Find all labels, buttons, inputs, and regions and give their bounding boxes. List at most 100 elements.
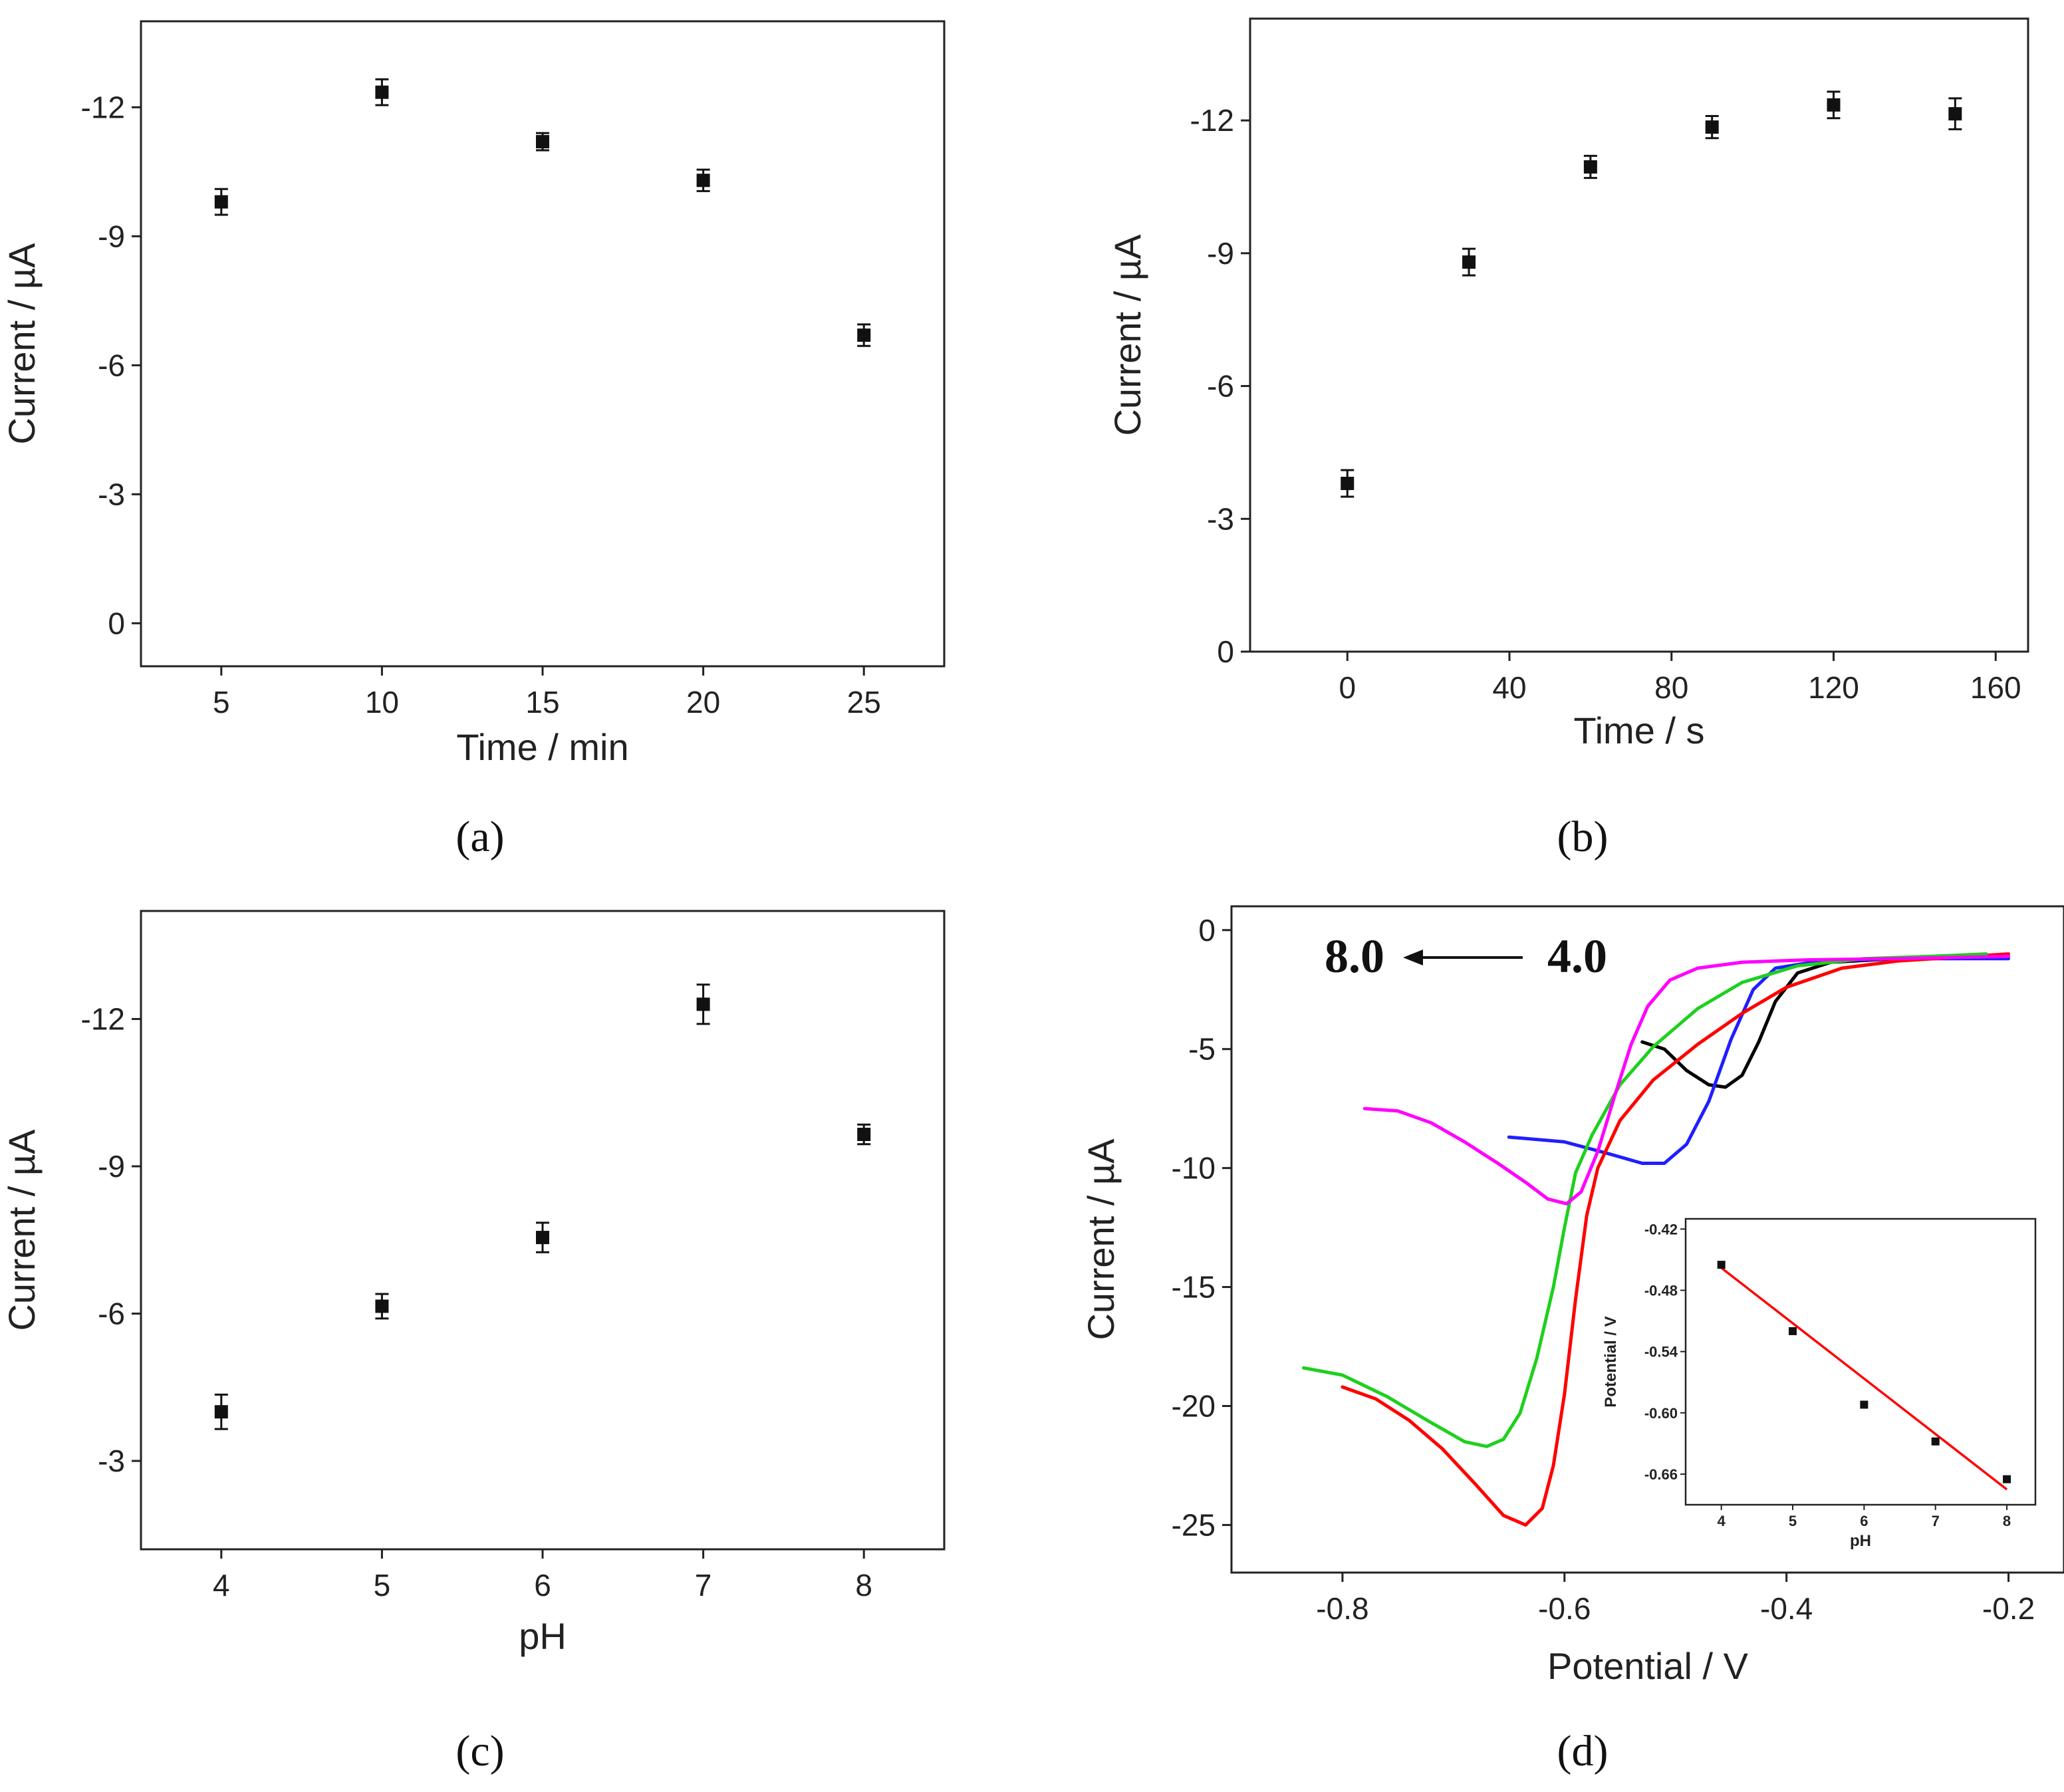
x-tick-label: 120: [1808, 670, 1859, 705]
x-tick-label: 7: [695, 1568, 712, 1602]
y-tick-label: -12: [81, 1001, 125, 1036]
inset-chart: 4 5 6 7 8 -0.42 -0.48 -0.54 -0.60 -0.66 pH Potentia…: [1602, 1217, 2037, 1550]
panel-c: 4 5 6 7 8 -3 -6 -9 -12 pH Current / µA (c): [1, 910, 946, 1775]
y-axis-title: Current / µA: [1106, 234, 1148, 436]
panel-a: 5 10 15 20 25 0 -3 -6 -9 -12 Time / min Current / µ…: [1, 20, 946, 861]
y-tick-label: 0: [1217, 634, 1234, 669]
series-line-5: [1362, 954, 2010, 1206]
panel-label: (c): [455, 1727, 504, 1775]
inset-data-point: [1931, 1437, 1940, 1446]
x-tick-label: -0.8: [1316, 1591, 1368, 1626]
x-tick-label: 5: [374, 1568, 391, 1602]
plot-frame: [140, 20, 946, 668]
y-tick-label: -20: [1172, 1389, 1216, 1424]
inset-frame: [1684, 1217, 2037, 1506]
x-tick-label: 80: [1654, 670, 1688, 705]
series-line-4: [1302, 952, 1988, 1448]
plot-frame: [1249, 17, 2029, 653]
annotation-end-value: 4.0: [1547, 930, 1607, 983]
x-axis-title: Time / min: [456, 726, 628, 768]
x-tick-label: 160: [1970, 670, 2021, 705]
x-tick-label: 6: [534, 1568, 551, 1602]
inset-x-tick-label: 8: [2003, 1513, 2011, 1529]
inset-data-point: [2003, 1475, 2011, 1483]
y-tick-label: -10: [1172, 1151, 1216, 1186]
inset-y-tick-label: -0.60: [1644, 1405, 1678, 1422]
data-point: [214, 1405, 228, 1419]
annotation-arrow-head: [1403, 950, 1423, 965]
y-tick-label: -3: [1207, 501, 1234, 536]
panel-label: (a): [455, 813, 504, 861]
y-tick-label: -6: [98, 1297, 125, 1331]
annotation-start-value: 8.0: [1325, 930, 1384, 983]
panel-label: (d): [1557, 1727, 1609, 1775]
x-axis-title: Potential / V: [1547, 1645, 1749, 1687]
series-line-3: [1341, 952, 2010, 1527]
x-tick-label: 5: [213, 685, 230, 719]
y-tick-label: -9: [98, 1149, 125, 1184]
y-axis-title: Current / µA: [1080, 1138, 1122, 1341]
y-tick-label: -12: [1190, 103, 1234, 138]
y-tick-label: -25: [1172, 1507, 1216, 1542]
data-point: [696, 997, 710, 1011]
x-tick-label: 40: [1492, 670, 1526, 705]
inset-y-tick-label: -0.48: [1644, 1283, 1678, 1299]
inset-fit-line: [1720, 1267, 2008, 1491]
x-tick-label: 4: [213, 1568, 230, 1602]
x-tick-label: 8: [855, 1568, 872, 1602]
y-tick-label: -3: [98, 477, 125, 511]
x-tick-label: -0.2: [1982, 1591, 2035, 1626]
inset-x-tick-label: 6: [1860, 1513, 1868, 1529]
x-axis-title: Time / s: [1573, 709, 1704, 751]
inset-x-tick-label: 5: [1789, 1513, 1797, 1529]
panel-label: (b): [1557, 813, 1609, 861]
y-tick-label: -5: [1188, 1032, 1216, 1067]
inset-data-point: [1717, 1261, 1726, 1269]
inset-data-point: [1860, 1400, 1869, 1409]
x-tick-label: 10: [365, 685, 399, 719]
data-point: [375, 85, 389, 99]
data-point: [857, 328, 871, 342]
data-point: [536, 1231, 549, 1245]
x-axis-title: pH: [519, 1615, 567, 1657]
plot-frame: [1230, 905, 2064, 1574]
x-tick-label: 0: [1339, 670, 1356, 705]
series-line-2: [1507, 957, 2010, 1165]
series-line-1: [1640, 954, 2010, 1089]
data-point: [696, 174, 710, 188]
y-tick-label: -9: [98, 219, 125, 253]
x-tick-label: -0.4: [1760, 1591, 1813, 1626]
y-tick-label: 0: [108, 606, 125, 640]
x-tick-label: -0.6: [1538, 1591, 1591, 1626]
y-tick-label: -3: [98, 1444, 125, 1478]
inset-y-tick-label: -0.66: [1644, 1466, 1678, 1483]
inset-x-axis-title: pH: [1850, 1532, 1871, 1550]
data-point: [375, 1299, 389, 1313]
x-tick-label: 25: [847, 685, 881, 719]
data-point: [1705, 120, 1719, 134]
x-tick-label: 15: [525, 685, 559, 719]
y-tick-label: -9: [1207, 236, 1234, 271]
y-tick-label: -6: [1207, 369, 1234, 404]
data-point: [214, 195, 228, 209]
x-tick-label: 20: [686, 685, 720, 719]
inset-y-tick-label: -0.54: [1644, 1344, 1678, 1360]
inset-y-axis-title: Potential / V: [1602, 1316, 1620, 1407]
panel-b: 0 40 80 120 160 0 -3 -6 -9 -12 Time / s Current / µ…: [1106, 17, 2029, 861]
y-axis-title: Current / µA: [1, 1129, 43, 1331]
data-point: [1462, 255, 1476, 269]
inset-y-tick-label: -0.42: [1644, 1221, 1678, 1237]
panel-d: -0.8 -0.6 -0.4 -0.2 0 -5 -10 -15 -20 -25 8.0 4.0 Pot…: [1080, 905, 2064, 1775]
y-tick-label: 0: [1198, 913, 1216, 948]
inset-x-tick-label: 4: [1718, 1513, 1726, 1529]
data-point: [536, 135, 549, 149]
data-point: [1583, 160, 1597, 174]
inset-x-tick-label: 7: [1932, 1513, 1940, 1529]
y-tick-label: -15: [1172, 1270, 1216, 1305]
inset-data-point: [1789, 1327, 1797, 1335]
y-axis-title: Current / µA: [1, 243, 43, 445]
y-tick-label: -12: [81, 90, 125, 124]
data-point: [857, 1128, 871, 1141]
data-point: [1948, 107, 1962, 121]
